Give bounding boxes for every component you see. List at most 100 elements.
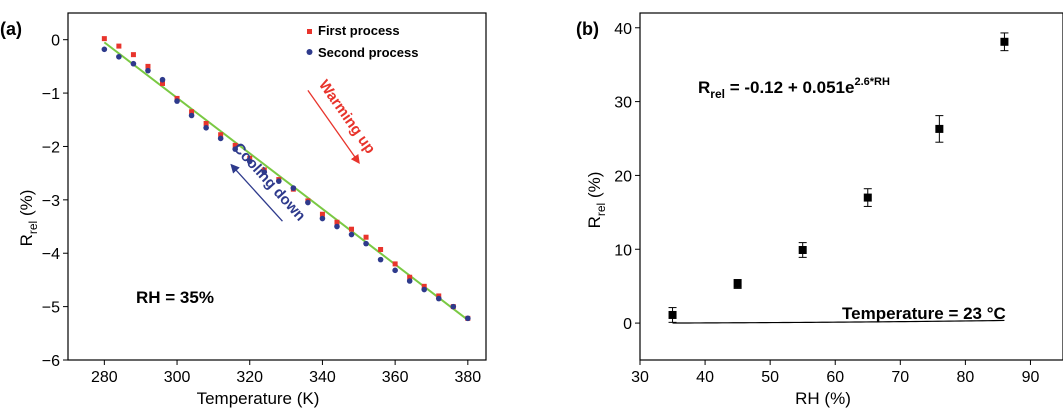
panel-b-x-tick-label: 60 [826, 369, 844, 386]
panel-a-fit-line-group [103, 41, 469, 321]
panel-b-y-label-main: R [585, 216, 604, 228]
panel-b-label: (b) [576, 19, 599, 39]
second-process-point [465, 315, 471, 322]
panel-a-y-axis-label: Rrel (%) [17, 190, 40, 247]
equation-lhs-sub: rel [710, 87, 725, 101]
panel-a-y-label-sub: rel [26, 221, 40, 234]
second-process-point [145, 67, 151, 74]
legend-second-process-label: Second process [318, 45, 418, 60]
panel-b-x-tick-label: 70 [891, 369, 909, 386]
second-process-point [319, 215, 326, 222]
first-process-point [407, 274, 413, 280]
panel-a-y-tick-label: −2 [42, 139, 60, 156]
first-process-point [189, 109, 195, 115]
panel-a-legend: First process Second process [306, 23, 418, 60]
panel-a-x-tick-label: 320 [236, 369, 263, 386]
panel-b-x-axis: 30 40 50 60 70 80 90 [631, 360, 1039, 386]
second-process-point [130, 60, 137, 67]
warming-up-arrow [307, 90, 360, 164]
second-process-point [101, 46, 108, 53]
legend-first-process-marker [307, 29, 312, 34]
cooling-down-arrow [230, 163, 283, 222]
panel-a-x-axis-label: Temperature (K) [197, 389, 320, 408]
panel-a-y-tick-label: 0 [51, 33, 60, 50]
panel-b-temperature-annotation: Temperature = 23 °C [842, 304, 1006, 323]
panel-a-x-tick-label: 280 [91, 369, 118, 386]
panel-a-y-label-unit: (%) [17, 190, 36, 221]
panel-a-x-tick-label: 380 [454, 369, 481, 386]
second-process-point [305, 199, 311, 206]
first-process-point [421, 283, 427, 289]
panel-a-y-tick-label: −3 [42, 193, 60, 210]
panel-a-plot-frame [67, 12, 487, 361]
panel-b-y-tick-label: 30 [614, 95, 632, 112]
panel-b-fit-equation: Rrel = -0.12 + 0.051e2.6*RH [698, 76, 890, 101]
first-process-point [203, 121, 209, 127]
panel-b-y-tick-label: 20 [614, 168, 632, 185]
panel-a-x-tick-label: 300 [164, 369, 191, 386]
equation-exponent: 2.6*RH [854, 76, 890, 88]
panel-b-data-points [668, 32, 1009, 323]
first-process-point [116, 43, 122, 49]
second-process-point [232, 146, 238, 152]
second-process-point [261, 169, 268, 175]
panel-a-x-axis: 280 300 320 340 360 380 [91, 360, 481, 386]
data-point [798, 245, 807, 254]
first-process-point [145, 63, 151, 69]
data-point [733, 279, 742, 288]
panel-b-y-axis-label: Rrel (%) [585, 172, 608, 229]
data-point [1000, 37, 1009, 46]
equation-lhs-main: R [698, 78, 710, 97]
panel-b-y-label-unit: (%) [585, 172, 604, 203]
second-process-point [377, 256, 384, 263]
equation-rhs: = -0.12 + 0.051e [725, 78, 855, 97]
first-process-point [319, 211, 325, 217]
second-process-point [290, 185, 297, 191]
panel-b-y-label-sub: rel [594, 203, 608, 216]
first-process-point [101, 36, 107, 42]
panel-b-x-tick-label: 80 [956, 369, 974, 386]
first-process-point [160, 80, 166, 86]
panel-b-x-tick-label: 50 [761, 369, 779, 386]
data-point [668, 310, 677, 319]
second-process-point [276, 178, 282, 184]
second-process-point [348, 231, 355, 238]
first-process-point [232, 142, 238, 148]
panel-a-rh-annotation: RH = 35% [136, 288, 214, 307]
first-process-point [392, 261, 398, 267]
panel-a-y-axis: −6 −5 −4 −3 −2 −1 0 [42, 33, 68, 370]
panel-b-x-tick-label: 30 [631, 369, 649, 386]
panel-b-x-tick-label: 40 [696, 369, 714, 386]
first-process-point [130, 52, 136, 58]
panel-b-y-tick-label: 10 [614, 242, 632, 259]
legend-second-process-marker [306, 49, 313, 55]
panel-b-plot-frame [639, 12, 1063, 361]
chart-panel-a: (a) 280 300 320 340 360 380 −6 −5 −4 −3 −2 −1 0 Tem… [0, 12, 487, 408]
panel-a-x-tick-label: 360 [382, 369, 409, 386]
panel-a-y-label-main: R [17, 234, 36, 246]
second-process-point [188, 112, 195, 119]
panel-b-x-tick-label: 90 [1022, 369, 1040, 386]
panel-b-y-tick-label: 0 [623, 316, 632, 333]
second-process-point [421, 286, 428, 293]
second-process-point [246, 158, 253, 165]
second-process-point [363, 240, 369, 247]
second-process-point [392, 267, 398, 274]
first-process-point [349, 226, 355, 232]
panel-a-y-tick-label: −4 [42, 246, 60, 263]
second-process-point [203, 124, 209, 131]
first-process-point [334, 219, 340, 225]
panel-a-y-tick-label: −5 [42, 300, 60, 317]
data-point [863, 193, 872, 202]
first-process-point [363, 234, 369, 240]
chart-panel-b: (b) 30 40 50 60 70 80 90 0 10 20 30 40 RH (%) Rrel… [576, 12, 1063, 408]
panel-a-label: (a) [0, 19, 22, 39]
panel-a-y-tick-label: −6 [42, 353, 60, 370]
second-process-point [159, 76, 166, 83]
first-process-point [247, 155, 253, 161]
panel-b-x-axis-label: RH (%) [795, 389, 851, 408]
first-process-point [218, 132, 224, 138]
panel-a-y-tick-label: −1 [42, 86, 60, 103]
second-process-point [435, 295, 442, 302]
